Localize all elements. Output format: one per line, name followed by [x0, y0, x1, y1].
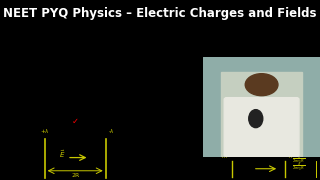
Text: N/C: N/C — [39, 118, 51, 125]
Text: (b)  zero: (b) zero — [77, 91, 107, 97]
Text: 2R: 2R — [71, 174, 79, 178]
Text: $\pi\varepsilon_0 R$: $\pi\varepsilon_0 R$ — [94, 125, 109, 134]
Text: $\lambda$: $\lambda$ — [99, 109, 105, 120]
Text: $\frac{\lambda}{2\pi\varepsilon_0 R}$: $\frac{\lambda}{2\pi\varepsilon_0 R}$ — [292, 161, 306, 173]
Text: +$\lambda$: +$\lambda$ — [40, 127, 49, 135]
Text: N/C: N/C — [117, 118, 129, 125]
Text: $\lambda$: $\lambda$ — [20, 82, 26, 93]
Text: $\frac{\lambda}{2\pi\varepsilon_0 R}$: $\frac{\lambda}{2\pi\varepsilon_0 R}$ — [292, 154, 306, 166]
Text: -$\lambda$: -$\lambda$ — [287, 152, 294, 160]
Text: Two parallel infinite line charges with linear charge
densities +λ C/m and –λ C/: Two parallel infinite line charges with … — [8, 28, 196, 55]
Text: +$\lambda$: +$\lambda$ — [219, 152, 228, 160]
Text: N/C: N/C — [39, 91, 51, 97]
Ellipse shape — [245, 74, 278, 96]
Text: $2\pi\varepsilon_0 R$: $2\pi\varepsilon_0 R$ — [12, 97, 31, 106]
Text: (a): (a) — [6, 91, 16, 97]
Text: -$\lambda$: -$\lambda$ — [108, 127, 114, 135]
Text: NEET PYQ Physics – Electric Charges and Fields: NEET PYQ Physics – Electric Charges and … — [3, 6, 317, 20]
FancyBboxPatch shape — [224, 98, 299, 157]
Ellipse shape — [249, 110, 263, 128]
Text: $\vec{E}$: $\vec{E}$ — [59, 149, 65, 160]
Text: $2\lambda$: $2\lambda$ — [18, 109, 29, 120]
Text: (d): (d) — [84, 118, 94, 125]
Text: (c): (c) — [6, 118, 15, 125]
Bar — [0, 136, 203, 180]
Text: $\checkmark$: $\checkmark$ — [71, 117, 79, 126]
Text: (NEET 2019): (NEET 2019) — [142, 119, 182, 124]
Bar — [221, 72, 302, 157]
Text: $\pi\varepsilon_0 R$: $\pi\varepsilon_0 R$ — [13, 125, 29, 134]
